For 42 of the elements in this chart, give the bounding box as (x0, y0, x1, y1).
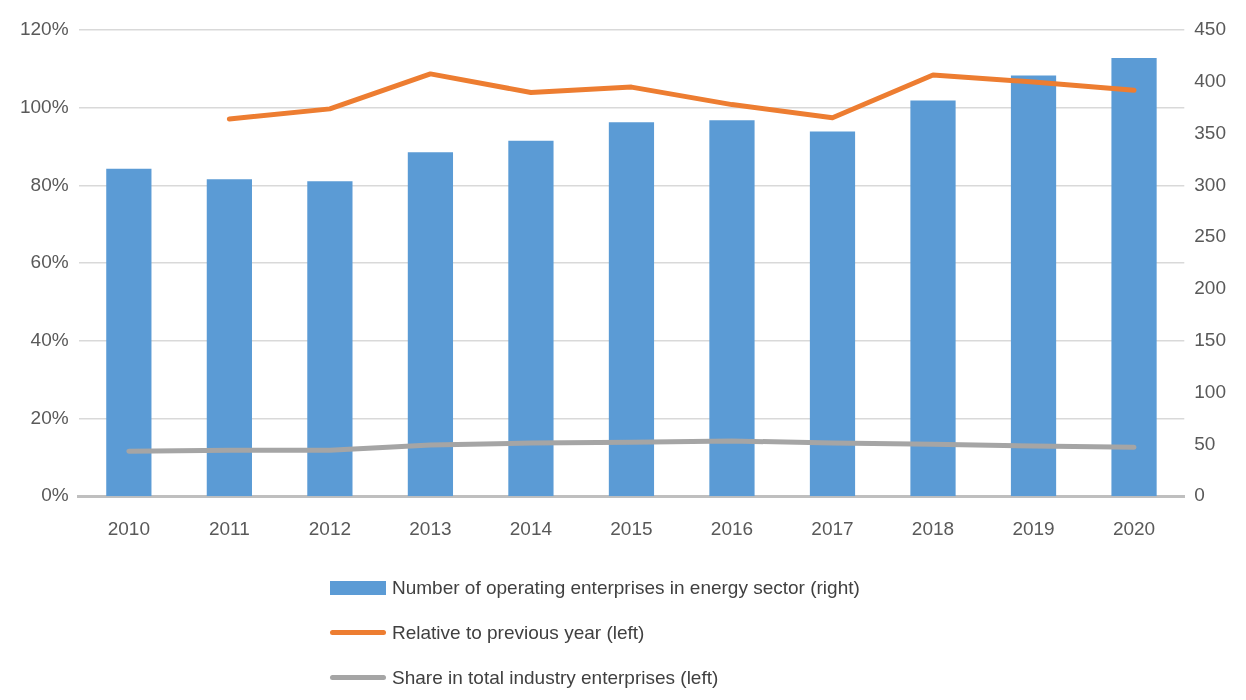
x-tick-label: 2010 (107, 517, 150, 539)
x-tick-label: 2012 (308, 517, 352, 539)
y-tick-label: 80% (30, 173, 69, 195)
y2-tick-label: 450 (1194, 18, 1226, 40)
x-tick-label: 2020 (1112, 517, 1156, 539)
bar (709, 120, 755, 497)
x-tick-label: 2018 (911, 517, 955, 539)
legend-label: Relative to previous year (left) (392, 621, 645, 644)
bar (608, 122, 655, 497)
bar (910, 100, 956, 497)
y-tick-label: 120% (19, 18, 69, 40)
y-tick-label: 60% (30, 251, 69, 273)
y2-tick-label: 300 (1194, 173, 1226, 195)
bar (206, 179, 252, 497)
bar (106, 168, 152, 497)
y-tick-label: 0% (41, 484, 69, 506)
bar (1010, 75, 1057, 497)
y2-tick-label: 0 (1194, 484, 1205, 506)
x-tick-label: 2013 (409, 517, 452, 539)
bar (407, 152, 454, 497)
y-tick-label: 100% (19, 95, 69, 117)
x-tick-label: 2019 (1012, 517, 1055, 539)
x-tick-label: 2014 (509, 517, 553, 539)
y2-tick-label: 200 (1194, 277, 1226, 299)
x-tick-label: 2016 (710, 517, 754, 539)
y-tick-label: 20% (30, 406, 69, 428)
legend-label: Number of operating enterprises in energy sector (right) (392, 576, 860, 599)
y2-tick-label: 250 (1194, 225, 1226, 247)
x-tick-label: 2017 (811, 517, 854, 539)
bar (809, 131, 856, 497)
y2-tick-label: 350 (1194, 121, 1226, 143)
bar (1111, 57, 1157, 497)
y2-tick-label: 50 (1194, 432, 1216, 454)
y2-tick-label: 100 (1194, 380, 1226, 402)
y2-tick-label: 150 (1194, 329, 1226, 351)
bar (307, 181, 353, 497)
bar (508, 140, 554, 497)
legend-label: Share in total industry enterprises (left) (392, 666, 719, 689)
x-tick-label: 2011 (208, 517, 250, 539)
y-tick-label: 40% (30, 329, 69, 351)
y2-tick-label: 400 (1194, 70, 1226, 92)
x-tick-label: 2015 (610, 517, 653, 539)
